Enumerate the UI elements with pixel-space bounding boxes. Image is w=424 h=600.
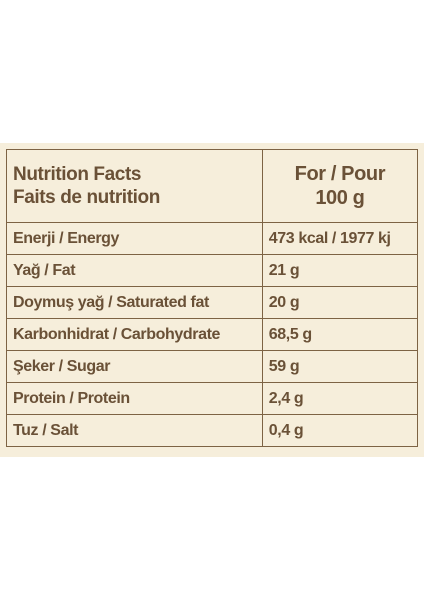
nutrient-name: Protein / Protein <box>6 382 263 415</box>
table-title-line2: Faits de nutrition <box>13 187 160 208</box>
table-row: Yağ / Fat 21 g <box>6 254 419 287</box>
table-row: Şeker / Sugar 59 g <box>6 350 419 383</box>
nutrient-value: 0,4 g <box>261 414 419 447</box>
portion-line2: 100 g <box>315 187 365 209</box>
table-title-cell: Nutrition Facts Faits de nutrition <box>6 149 263 223</box>
nutrient-value: 59 g <box>261 350 419 383</box>
nutrient-value: 20 g <box>261 286 419 319</box>
table-title-line1: Nutrition Facts <box>13 164 142 185</box>
nutrient-name: Şeker / Sugar <box>6 350 263 383</box>
portion-header-cell: For / Pour 100 g <box>261 149 419 223</box>
nutrient-value: 2,4 g <box>261 382 419 415</box>
nutrient-value: 473 kcal / 1977 kj <box>261 222 419 255</box>
nutrient-value: 68,5 g <box>261 318 419 351</box>
table-row: Karbonhidrat / Carbohydrate 68,5 g <box>6 318 419 351</box>
nutrition-facts-table: Nutrition Facts Faits de nutrition For /… <box>6 149 419 447</box>
table-row: Tuz / Salt 0,4 g <box>6 414 419 447</box>
portion-line1: For / Pour <box>294 163 386 185</box>
nutrient-name: Doymuş yağ / Saturated fat <box>6 286 263 319</box>
table-header-row: Nutrition Facts Faits de nutrition For /… <box>6 149 419 223</box>
table-row: Enerji / Energy 473 kcal / 1977 kj <box>6 222 419 255</box>
nutrient-value: 21 g <box>261 254 419 287</box>
nutrient-name: Karbonhidrat / Carbohydrate <box>6 318 263 351</box>
nutrient-name: Tuz / Salt <box>6 414 263 447</box>
table-row: Protein / Protein 2,4 g <box>6 382 419 415</box>
nutrient-name: Enerji / Energy <box>6 222 263 255</box>
nutrient-name: Yağ / Fat <box>6 254 263 287</box>
table-row: Doymuş yağ / Saturated fat 20 g <box>6 286 419 319</box>
